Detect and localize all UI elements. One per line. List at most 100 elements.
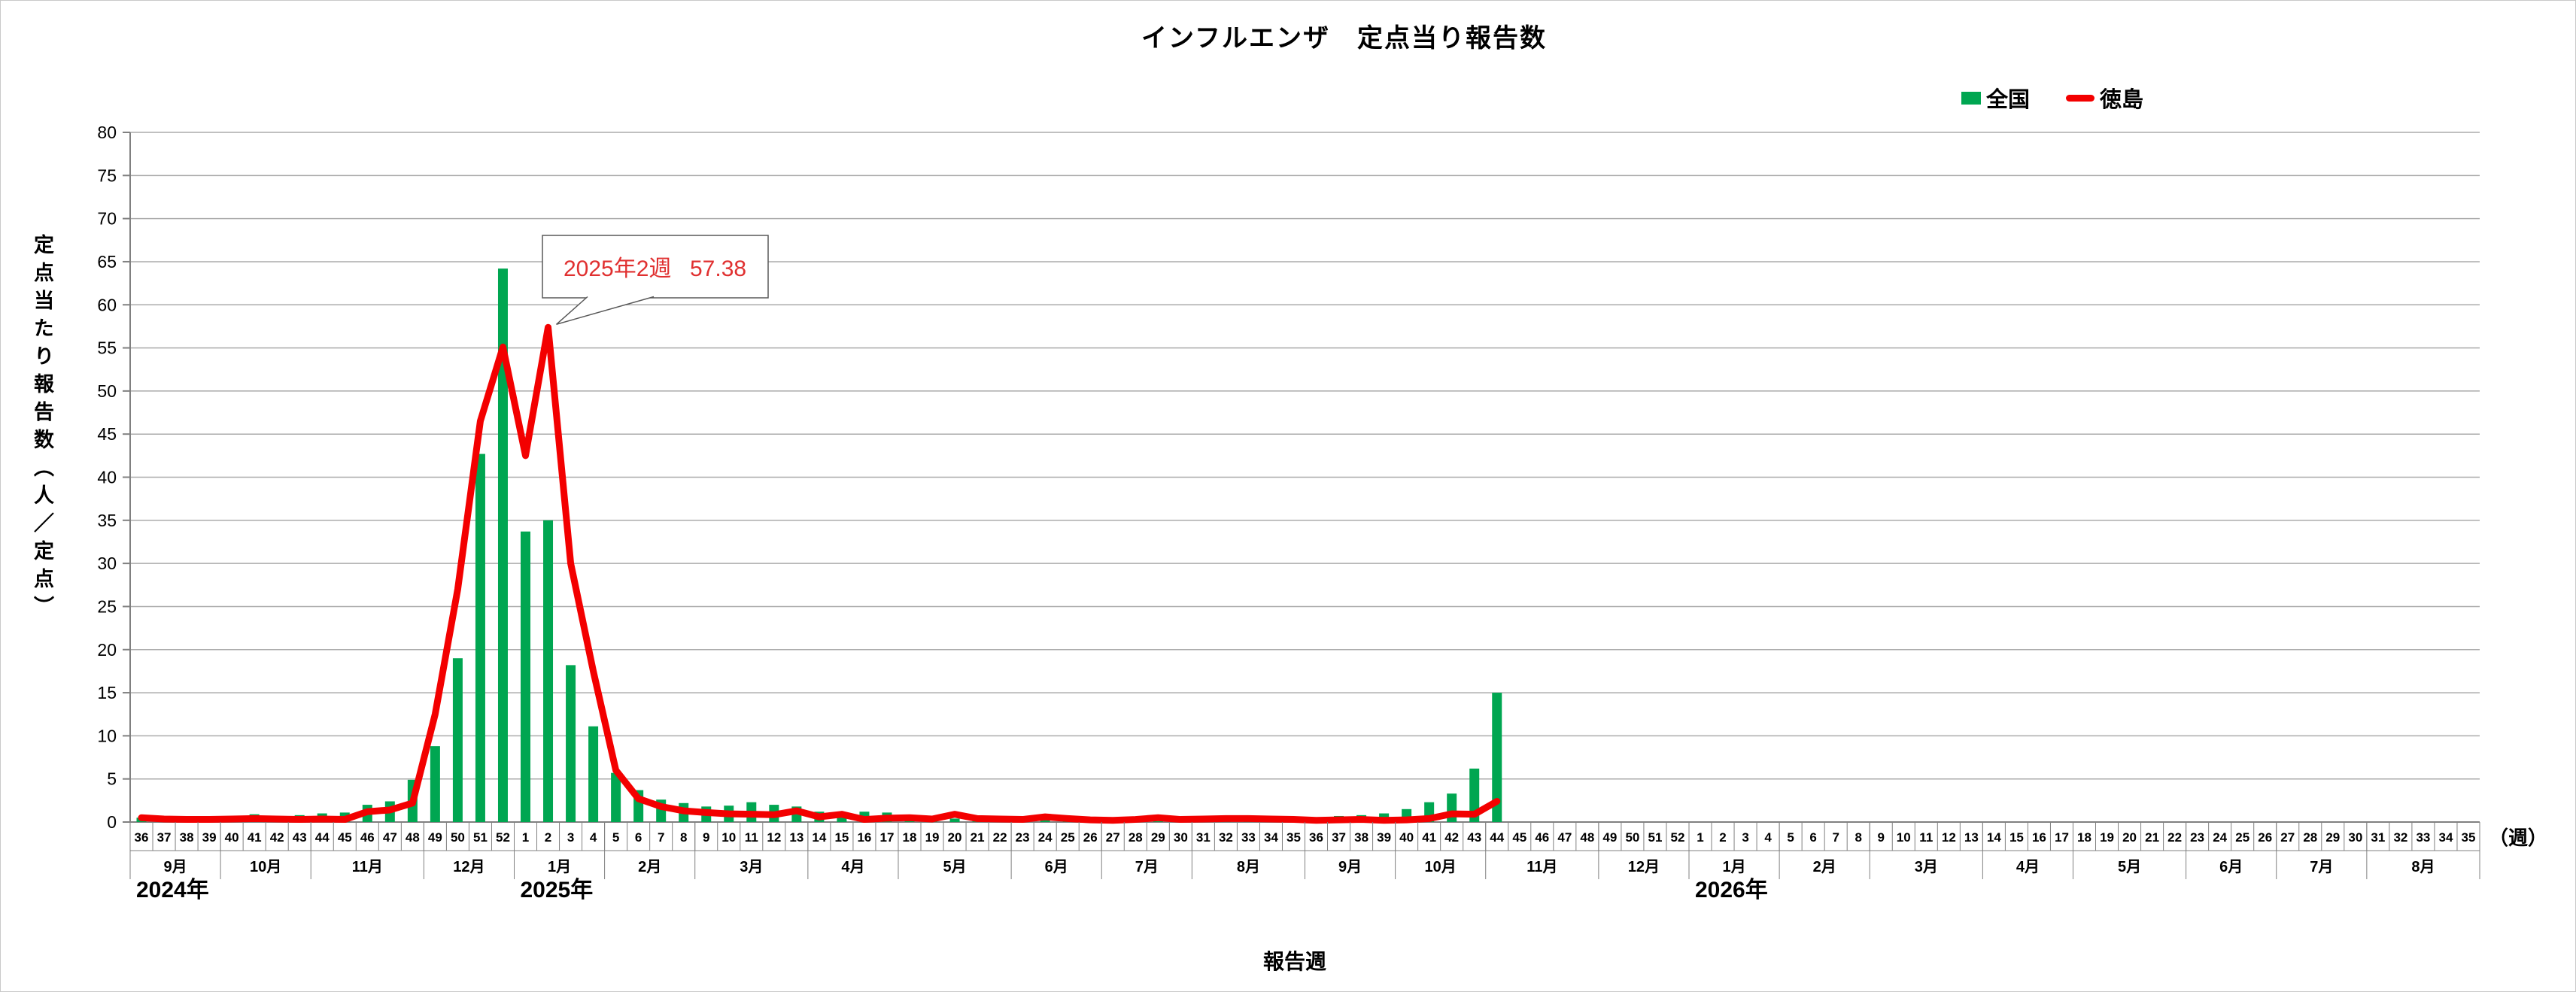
week-label: 11 xyxy=(745,830,758,845)
bar-zenkoku xyxy=(497,268,508,822)
week-label: 29 xyxy=(2325,830,2340,845)
week-label: 1 xyxy=(1697,830,1703,845)
week-label: 32 xyxy=(2393,830,2407,845)
week-label: 46 xyxy=(1535,830,1549,845)
week-label: 41 xyxy=(248,830,262,845)
month-label: 3月 xyxy=(740,859,763,875)
legend-item-tokushima: 徳島 xyxy=(2066,82,2143,114)
y-tick-label: 45 xyxy=(97,424,117,444)
month-label: 5月 xyxy=(943,859,966,875)
month-label: 5月 xyxy=(2118,859,2141,875)
week-label: 40 xyxy=(1399,830,1414,845)
annotation-value: 57.38 xyxy=(690,256,746,281)
y-tick-label: 40 xyxy=(97,468,117,487)
month-label: 3月 xyxy=(1915,859,1938,875)
week-label: 7 xyxy=(1832,830,1839,845)
week-label: 40 xyxy=(225,830,239,845)
week-label: 38 xyxy=(1354,830,1368,845)
y-tick-label: 60 xyxy=(97,295,117,314)
week-label: 18 xyxy=(903,830,917,845)
week-label: 8 xyxy=(1855,830,1861,845)
week-label: 11 xyxy=(1919,830,1933,845)
week-label: 31 xyxy=(1196,830,1211,845)
bar-zenkoku xyxy=(521,531,531,822)
week-label: 42 xyxy=(270,830,284,845)
y-tick-label: 55 xyxy=(97,338,117,358)
month-label: 6月 xyxy=(1045,859,1068,875)
week-label: 48 xyxy=(1580,830,1594,845)
y-tick-label: 0 xyxy=(107,812,117,832)
week-label: 18 xyxy=(2077,830,2091,845)
week-label: 33 xyxy=(1241,830,1256,845)
week-label: 27 xyxy=(1106,830,1120,845)
week-label: 13 xyxy=(789,830,803,845)
month-label: 11月 xyxy=(352,859,383,875)
week-label: 24 xyxy=(2213,830,2227,845)
x-axis-title: 報告週 xyxy=(1263,950,1327,973)
annotation-label: 2025年2週 xyxy=(564,256,671,281)
week-label: 15 xyxy=(834,830,849,845)
y-tick-label: 50 xyxy=(97,381,117,401)
line-tokushima xyxy=(138,323,1501,824)
legend-label-zenkoku: 全国 xyxy=(1986,88,2031,112)
y-tick-label: 35 xyxy=(97,511,117,530)
week-label: 37 xyxy=(1332,830,1346,845)
week-label: 24 xyxy=(1038,830,1053,845)
week-label: 48 xyxy=(406,830,420,845)
week-label: 4 xyxy=(590,830,597,845)
bar-zenkoku xyxy=(566,665,576,822)
month-label: 8月 xyxy=(1237,859,1260,875)
week-label: 43 xyxy=(1467,830,1481,845)
bar-zenkoku xyxy=(1040,819,1050,822)
week-label: 39 xyxy=(202,830,217,845)
month-label: 12月 xyxy=(453,859,485,875)
week-label: 2 xyxy=(1719,830,1726,845)
week-label: 19 xyxy=(925,830,940,845)
week-label: 7 xyxy=(658,830,664,845)
year-label: 2025年 xyxy=(520,878,593,903)
week-label: 50 xyxy=(1625,830,1639,845)
y-tick-label: 25 xyxy=(97,596,117,616)
week-label: 3 xyxy=(1742,830,1748,845)
week-label: 47 xyxy=(1557,830,1572,845)
week-label: 41 xyxy=(1422,830,1436,845)
week-label: 26 xyxy=(1083,830,1098,845)
week-label: 45 xyxy=(1512,830,1526,845)
month-label: 1月 xyxy=(1722,859,1745,875)
bar-zenkoku xyxy=(611,772,621,822)
week-label: 22 xyxy=(993,830,1007,845)
week-label: 35 xyxy=(2462,830,2476,845)
week-unit-label: （週） xyxy=(2489,827,2547,849)
week-label: 6 xyxy=(1809,830,1816,845)
week-label: 14 xyxy=(1987,830,2001,845)
week-label: 30 xyxy=(2348,830,2362,845)
week-label: 43 xyxy=(293,830,307,845)
week-label: 19 xyxy=(2100,830,2114,845)
bar-zenkoku xyxy=(1469,768,1480,822)
week-label: 27 xyxy=(2280,830,2295,845)
y-tick-label: 80 xyxy=(97,123,117,142)
month-label: 7月 xyxy=(1135,859,1159,875)
legend: 全国 徳島 xyxy=(1961,82,2143,114)
week-label: 49 xyxy=(428,830,442,845)
month-label: 8月 xyxy=(2411,859,2435,875)
week-label: 9 xyxy=(703,830,709,845)
month-label: 6月 xyxy=(2219,859,2243,875)
week-label: 38 xyxy=(180,830,194,845)
y-tick-label: 5 xyxy=(107,769,117,789)
week-label: 47 xyxy=(383,830,397,845)
week-label: 21 xyxy=(2145,830,2159,845)
week-label: 9 xyxy=(1878,830,1885,845)
week-label: 25 xyxy=(2235,830,2249,845)
annotation-pointer xyxy=(556,296,655,326)
y-tick-label: 75 xyxy=(97,165,117,185)
week-label: 16 xyxy=(857,830,871,845)
legend-line-swatch-icon xyxy=(2066,94,2095,102)
week-label: 22 xyxy=(2167,830,2182,845)
month-label: 1月 xyxy=(548,859,571,875)
week-label: 17 xyxy=(2055,830,2069,845)
bar-zenkoku xyxy=(543,520,554,822)
week-label: 28 xyxy=(1129,830,1143,845)
week-label: 52 xyxy=(496,830,510,845)
week-label: 6 xyxy=(635,830,642,845)
